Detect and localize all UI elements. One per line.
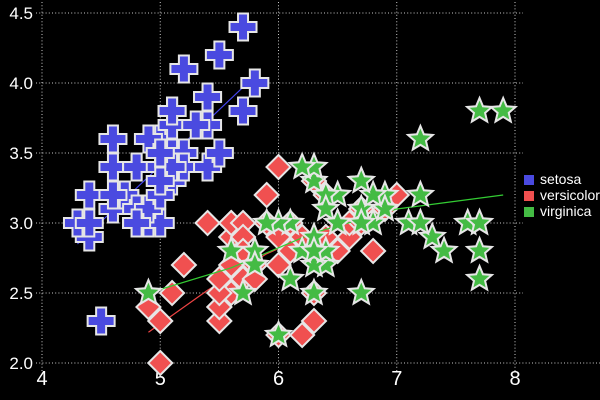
x-tick-label: 5 — [155, 368, 166, 390]
virginica-point — [287, 151, 317, 180]
setosa-point — [74, 208, 104, 238]
setosa-point — [145, 166, 175, 196]
virginica-point — [263, 319, 294, 348]
versicolor-point — [194, 209, 221, 237]
virginica-point — [310, 193, 341, 222]
y-tick-label: 3.5 — [9, 144, 33, 163]
y-tick-label: 3.0 — [9, 214, 33, 233]
virginica-point — [240, 249, 270, 278]
setosa-point — [122, 208, 152, 238]
virginica-point — [488, 95, 519, 124]
virginica-point — [322, 207, 353, 236]
setosa-point — [228, 96, 258, 126]
versicolor-point — [265, 251, 292, 279]
virginica-point — [133, 277, 164, 306]
virginica-point — [299, 235, 329, 264]
virginica-point — [346, 277, 377, 306]
virginica-point — [417, 221, 448, 250]
legend-item-virginica: virginica — [524, 204, 600, 219]
versicolor-point — [265, 153, 292, 181]
setosa-point — [240, 68, 270, 98]
versicolor-point — [205, 307, 233, 335]
setosa-point — [204, 40, 234, 70]
x-tick-label: 8 — [509, 368, 520, 390]
virginica-point — [275, 263, 306, 292]
virginica-point — [358, 179, 388, 208]
setosa-point — [181, 110, 211, 140]
setosa-point — [193, 82, 223, 112]
virginica-point — [346, 207, 377, 236]
versicolor-point — [146, 307, 174, 335]
virginica-point — [299, 277, 329, 306]
virginica-point — [464, 263, 495, 292]
legend-item-setosa: setosa — [524, 172, 600, 187]
virginica-point — [464, 235, 495, 264]
setosa-point — [86, 306, 116, 336]
legend-label-virginica: virginica — [540, 203, 592, 219]
versicolor-point — [359, 237, 387, 265]
versicolor-point — [300, 307, 328, 335]
legend-label-versicolor: versicolor — [540, 187, 600, 203]
setosa-point — [228, 12, 258, 42]
y-tick-label: 2.5 — [9, 284, 33, 303]
virginica-point — [251, 207, 282, 236]
virginica-point — [299, 165, 329, 194]
virginica-point — [228, 277, 258, 306]
setosa-point — [204, 138, 234, 168]
virginica-point — [370, 193, 400, 222]
legend-label-setosa: setosa — [540, 171, 582, 187]
virginica-point — [346, 165, 377, 194]
chart-legend: setosa versicolor virginica — [524, 172, 600, 219]
virginica-point — [429, 235, 459, 264]
versicolor-point — [205, 279, 233, 307]
virginica-point — [405, 207, 436, 236]
virginica-point — [405, 179, 436, 208]
virginica-point — [216, 235, 247, 264]
versicolor-point — [205, 293, 233, 321]
virginica-point — [464, 207, 495, 236]
setosa-point — [157, 96, 187, 126]
x-tick-label: 6 — [273, 368, 284, 390]
setosa-point — [98, 124, 128, 154]
setosa-point — [122, 152, 152, 182]
virginica-swatch-icon — [524, 206, 534, 217]
setosa-point — [98, 180, 128, 210]
legend-item-versicolor: versicolor — [524, 188, 600, 203]
versicolor-point — [146, 349, 174, 377]
setosa-point — [74, 180, 104, 210]
setosa-swatch-icon — [524, 174, 534, 185]
setosa-point — [193, 152, 223, 182]
virginica-point — [299, 249, 329, 278]
versicolor-point — [253, 181, 281, 209]
versicolor-point — [288, 321, 316, 349]
y-tick-label: 2.0 — [9, 354, 33, 373]
versicolor-point — [158, 279, 186, 307]
setosa-point — [133, 194, 163, 224]
x-tick-label: 4 — [36, 368, 47, 390]
versicolor-swatch-icon — [524, 190, 534, 201]
virginica-point — [464, 95, 495, 124]
virginica-point — [405, 123, 436, 152]
versicolor-point — [170, 251, 198, 279]
y-tick-label: 4.5 — [9, 4, 33, 23]
x-tick-label: 7 — [391, 368, 402, 390]
y-tick-label: 4.0 — [9, 74, 33, 93]
setosa-point — [169, 54, 199, 84]
